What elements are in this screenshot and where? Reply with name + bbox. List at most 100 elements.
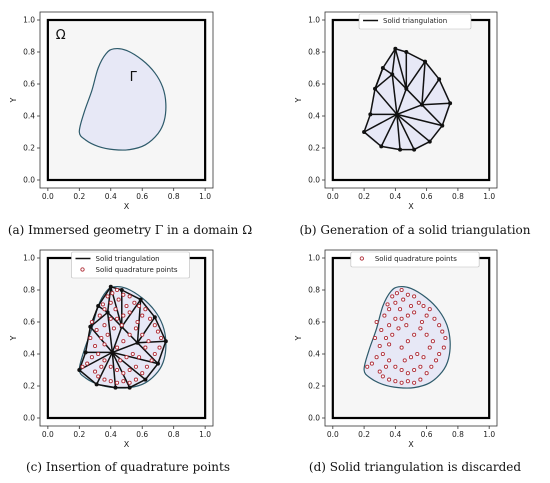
triangulation-node (368, 112, 373, 117)
triangulation-edge (136, 342, 159, 365)
y-tick-label: 1.0 (23, 254, 35, 263)
x-tick-label: 1.0 (483, 430, 495, 439)
quadrature-point (387, 377, 392, 382)
triangulation-edge (441, 102, 451, 126)
quadrature-point (387, 307, 392, 312)
quadrature-point (102, 307, 107, 312)
triangulation-edge (391, 48, 397, 75)
quadrature-point (429, 364, 434, 369)
triangulation-node (437, 77, 442, 82)
x-tick-label: 0.4 (105, 430, 117, 439)
quadrature-point (127, 380, 132, 385)
quadrature-point (108, 379, 113, 384)
triangulation-node (83, 350, 88, 355)
quadrature-point (88, 335, 93, 341)
triangulation-node (135, 340, 140, 345)
quadrature-point (102, 342, 107, 347)
triangulation-edge (89, 311, 109, 328)
quadrature-point (80, 364, 85, 369)
y-tick-label: 0.4 (308, 350, 320, 359)
quadrature-point (427, 307, 432, 312)
triangulation-node (94, 382, 99, 387)
quadrature-point (379, 327, 384, 333)
triangulation-edge (140, 299, 156, 318)
triangulation-node (152, 315, 157, 320)
quadrature-point (102, 377, 107, 382)
y-tick-label: 0.6 (23, 80, 35, 89)
quadrature-point (372, 335, 378, 341)
triangulation-edge (106, 286, 112, 313)
triangulation-edge (369, 88, 376, 115)
y-tick-label: 1.0 (23, 16, 35, 25)
y-tick-label: 0.0 (23, 176, 35, 185)
triangulation-edge (381, 145, 401, 151)
legend-box (358, 13, 472, 30)
x-axis-label: X (124, 440, 130, 449)
triangulation-node (394, 112, 399, 117)
quadrature-point (385, 302, 390, 307)
triangulation-edge (391, 74, 398, 115)
quadrature-point (377, 343, 382, 349)
quadrature-point (408, 355, 414, 360)
triangulation-node (138, 297, 143, 302)
triangulation-edge (107, 311, 123, 328)
y-tick-label: 0.0 (308, 176, 320, 185)
quadrature-point (105, 332, 110, 337)
quadrature-point (396, 326, 401, 331)
quadrature-point (415, 351, 420, 357)
triangulation-node (404, 86, 409, 91)
quadrature-point (115, 367, 120, 373)
x-tick-label: 0.2 (358, 430, 370, 439)
triangulation-edge (78, 351, 113, 371)
legend-label: Solid quadrature points (96, 266, 178, 274)
quadrature-point (137, 355, 142, 360)
quadrature-point (390, 294, 395, 299)
quadrature-point (144, 364, 149, 369)
x-tick-label: 1.0 (199, 430, 211, 439)
quadrature-point (115, 345, 120, 350)
quadrature-point (119, 323, 124, 328)
quadrature-point (394, 291, 399, 296)
quadrature-point (399, 367, 404, 373)
quadrature-point (382, 313, 387, 318)
y-tick-label: 0.0 (23, 414, 35, 423)
triangulation-node (404, 50, 409, 54)
triangulation-edge (424, 61, 440, 80)
quadrature-point (424, 313, 429, 318)
triangulation-node (412, 147, 417, 152)
quadrature-point (432, 316, 437, 321)
triangulation-edge (396, 88, 408, 115)
quadrature-point (427, 345, 432, 350)
quadrature-point (127, 332, 132, 337)
quadrature-point (387, 358, 392, 363)
y-tick-label: 1.0 (308, 16, 320, 25)
triangulation-edge (111, 351, 146, 381)
quadrature-point (405, 379, 410, 384)
triangulation-edge (374, 67, 384, 90)
quadrature-point (102, 358, 107, 363)
quadrature-point (146, 339, 151, 344)
quadrature-point (137, 303, 142, 309)
triangulation-edge (374, 88, 398, 115)
triangulation-edge (382, 48, 396, 69)
triangulation-edge (396, 113, 431, 143)
quadrature-point (157, 345, 162, 350)
quadrature-point (116, 297, 121, 302)
quadrature-point (405, 313, 410, 318)
quadrature-point (99, 335, 104, 341)
triangulation-node (110, 350, 115, 355)
x-tick-label: 0.8 (452, 430, 464, 439)
quadrature-point (110, 291, 115, 296)
caption-a: (a) Immersed geometry Γ in a domain Ω (8, 223, 252, 237)
y-tick-label: 0.6 (308, 80, 320, 89)
quadrature-point (374, 319, 379, 325)
legend-label: Solid quadrature points (375, 255, 457, 263)
quadrature-point (92, 369, 98, 374)
quadrature-point (412, 380, 417, 385)
quadrature-point (127, 367, 132, 373)
y-tick-label: 0.4 (308, 112, 320, 121)
triangulation-node (427, 139, 432, 144)
legend-marker-points (359, 256, 364, 261)
quadrature-point (155, 329, 161, 334)
triangulation-edge (429, 125, 443, 143)
